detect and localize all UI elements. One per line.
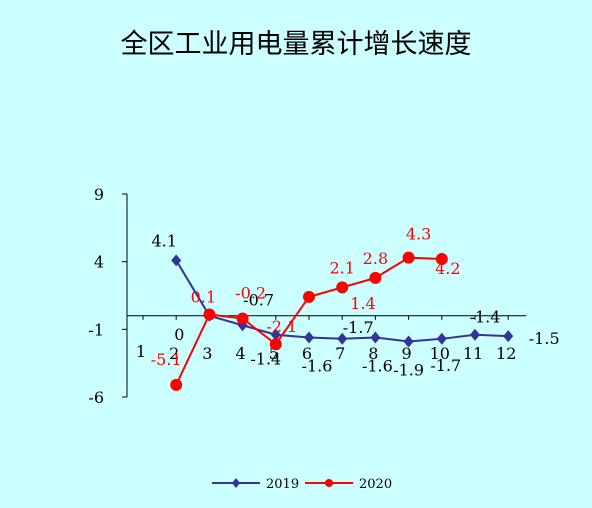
data-label-2019: -1.6 bbox=[302, 356, 333, 375]
data-point-2019 bbox=[304, 331, 314, 344]
x-tick-label: 2 bbox=[169, 344, 179, 363]
legend-marker-2019 bbox=[232, 478, 240, 488]
legend-label-2019: 2019 bbox=[266, 477, 299, 492]
data-label-2019: -1.7 bbox=[430, 356, 461, 375]
data-label-2020: -5.1 bbox=[151, 350, 182, 369]
x-tick-label: 1 bbox=[136, 342, 146, 361]
data-point-2019 bbox=[470, 328, 480, 341]
x-tick-label: 3 bbox=[202, 344, 212, 363]
data-label-2019: -1.7 bbox=[343, 318, 374, 337]
data-label-2019: 4.1 bbox=[151, 231, 176, 250]
data-label-2020: 1.4 bbox=[350, 294, 375, 313]
chart-title: 全区工业用电量累计增长速度 bbox=[120, 29, 472, 60]
x-tick-label: 10 bbox=[430, 344, 450, 363]
x-tick-label: 5 bbox=[269, 344, 279, 363]
data-label-2020: 2.8 bbox=[363, 249, 388, 268]
x-tick-label: 4 bbox=[236, 344, 246, 363]
y-tick-label: 4 bbox=[94, 253, 104, 272]
data-label-2019: -1.9 bbox=[393, 361, 424, 380]
data-point-2020 bbox=[170, 378, 183, 391]
data-label-2019: -1.5 bbox=[529, 329, 560, 348]
legend-label-2020: 2020 bbox=[359, 477, 392, 492]
x-tick-label: 6 bbox=[302, 344, 312, 363]
data-point-2019 bbox=[503, 330, 514, 343]
data-label-2020: 0.1 bbox=[191, 287, 216, 306]
data-point-2020 bbox=[303, 290, 315, 303]
data-point-2019 bbox=[403, 335, 414, 348]
data-label-2019: -1.4 bbox=[250, 350, 281, 369]
data-point-2020 bbox=[336, 281, 349, 294]
x-tick-label: 9 bbox=[402, 344, 412, 363]
data-point-2019 bbox=[171, 254, 182, 267]
data-point-2020 bbox=[435, 252, 448, 265]
data-point-2020 bbox=[203, 308, 216, 321]
x-tick-label: 8 bbox=[368, 344, 378, 363]
data-point-2019 bbox=[436, 332, 447, 345]
data-label-2020: -2.1 bbox=[266, 317, 297, 336]
y-tick-label: -6 bbox=[88, 388, 104, 407]
data-label-2019: -1.4 bbox=[470, 308, 501, 327]
data-point-2020 bbox=[236, 312, 249, 325]
x-tick-label: 11 bbox=[463, 344, 483, 363]
data-label-2020: 4.3 bbox=[406, 225, 431, 244]
x-tick-label: 12 bbox=[496, 344, 516, 363]
data-label-2019: -1.6 bbox=[362, 356, 393, 375]
y-tick-label: 9 bbox=[94, 185, 104, 204]
x-tick-label: 7 bbox=[335, 344, 345, 363]
data-point-2020 bbox=[269, 338, 282, 351]
y-tick-label: -1 bbox=[88, 320, 104, 339]
data-label-2019: 0 bbox=[174, 325, 184, 344]
data-label-2020: 2.1 bbox=[329, 258, 354, 277]
data-label-2020: -0.2 bbox=[235, 284, 266, 303]
data-point-2019 bbox=[337, 332, 348, 345]
data-point-2020 bbox=[369, 271, 382, 284]
legend-marker-2020 bbox=[325, 479, 333, 487]
data-label-2019: -0.7 bbox=[243, 290, 274, 309]
data-label-2020: 4.2 bbox=[435, 259, 460, 278]
data-point-2019 bbox=[370, 331, 381, 344]
data-point-2019 bbox=[270, 328, 281, 341]
data-point-2020 bbox=[402, 251, 415, 264]
